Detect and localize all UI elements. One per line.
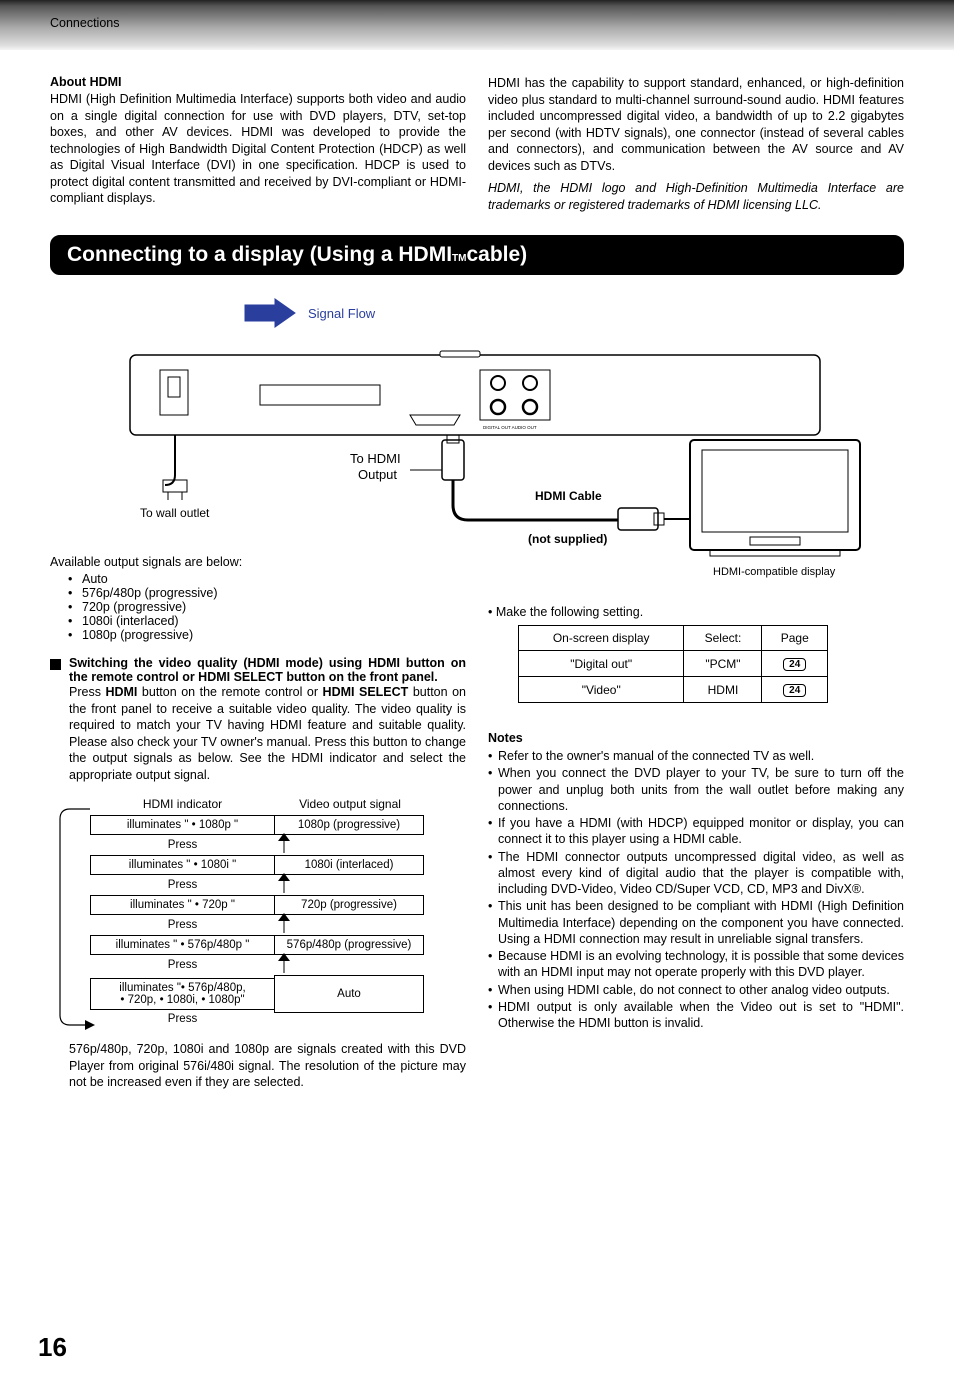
flow-row: illuminates " • 1080p " 1080p (progressi… bbox=[90, 815, 466, 835]
hdmi-cable-label: HDMI Cable bbox=[535, 489, 602, 503]
settings-select: "PCM" bbox=[684, 651, 762, 677]
intro-right: HDMI has the capability to support stand… bbox=[488, 75, 904, 213]
flow-col2: Video output signal bbox=[275, 797, 425, 811]
page-content: About HDMI HDMI (High Definition Multime… bbox=[0, 50, 954, 1121]
lower-left-col: Available output signals are below: Auto… bbox=[50, 585, 466, 1091]
header-banner: Connections bbox=[0, 0, 954, 50]
settings-select: HDMI bbox=[684, 677, 762, 703]
note-item: The HDMI connector outputs uncompressed … bbox=[488, 849, 904, 898]
flow-indicator: illuminates " • 1080i " bbox=[90, 855, 275, 875]
down-arrow-icon bbox=[274, 955, 424, 975]
about-hdmi-left-para: HDMI (High Definition Multimedia Interfa… bbox=[50, 91, 466, 207]
flow-footnote: 576p/480p, 720p, 1080i and 1080p are sig… bbox=[69, 1041, 466, 1091]
flow-video: 1080p (progressive) bbox=[274, 815, 424, 835]
note-item: When using HDMI cable, do not connect to… bbox=[488, 982, 904, 998]
not-supplied-label: (not supplied) bbox=[528, 532, 607, 546]
settings-header: On-screen display bbox=[519, 626, 684, 651]
flow-row: illuminates "• 576p/480p, • 720p, • 1080… bbox=[90, 975, 466, 1013]
down-arrow-icon bbox=[274, 835, 424, 855]
flow-press-row: Press bbox=[90, 955, 466, 975]
switching-heading-row: Switching the video quality (HDMI mode) … bbox=[50, 656, 466, 684]
lower-right-col: Make the following setting. On-screen di… bbox=[488, 585, 904, 1091]
flow-row: illuminates " • 720p " 720p (progressive… bbox=[90, 895, 466, 915]
intro-left: About HDMI HDMI (High Definition Multime… bbox=[50, 75, 466, 213]
square-bullet-icon bbox=[50, 659, 61, 670]
flow-press-label: Press bbox=[90, 959, 275, 971]
flow-row: illuminates " • 1080i " 1080i (interlace… bbox=[90, 855, 466, 875]
section-title-tm: TM bbox=[452, 253, 466, 264]
down-arrow-icon bbox=[274, 915, 424, 935]
flow-col1: HDMI indicator bbox=[90, 797, 275, 811]
settings-page: 24 bbox=[762, 677, 828, 703]
about-hdmi-heading: About HDMI bbox=[50, 75, 466, 89]
flow-press-label: Press bbox=[90, 879, 275, 891]
loop-arrow-icon bbox=[55, 805, 95, 1030]
flow-press-label: Press bbox=[90, 919, 275, 931]
signal-flow-label: Signal Flow bbox=[308, 306, 376, 321]
flow-headers: HDMI indicator Video output signal bbox=[90, 797, 466, 811]
section-title-post: cable) bbox=[466, 243, 527, 267]
settings-header: Select: bbox=[684, 626, 762, 651]
note-item: When you connect the DVD player to your … bbox=[488, 765, 904, 814]
to-wall-outlet-label: To wall outlet bbox=[140, 506, 210, 520]
page-ref-badge: 24 bbox=[783, 658, 806, 671]
notes-heading: Notes bbox=[488, 731, 904, 745]
settings-table: On-screen display Select: Page "Digital … bbox=[518, 625, 828, 703]
notes-list: Refer to the owner's manual of the conne… bbox=[488, 748, 904, 1031]
down-arrow-icon bbox=[274, 875, 424, 895]
switching-heading: Switching the video quality (HDMI mode) … bbox=[69, 656, 466, 684]
display-caption: HDMI-compatible display bbox=[713, 566, 836, 578]
lower-columns: Available output signals are below: Auto… bbox=[50, 585, 904, 1091]
settings-osd: "Digital out" bbox=[519, 651, 684, 677]
signal-item: 1080p (progressive) bbox=[68, 628, 466, 642]
table-row: "Digital out" "PCM" 24 bbox=[519, 651, 828, 677]
flow-video: Auto bbox=[274, 975, 424, 1013]
about-hdmi-right-para: HDMI has the capability to support stand… bbox=[488, 75, 904, 174]
signal-item: 576p/480p (progressive) bbox=[68, 586, 466, 600]
breadcrumb: Connections bbox=[50, 16, 120, 30]
flow-press-row: Press bbox=[90, 835, 466, 855]
flow-video: 720p (progressive) bbox=[274, 895, 424, 915]
flow-indicator: illuminates "• 576p/480p, • 720p, • 1080… bbox=[90, 978, 275, 1010]
flow-row: illuminates " • 576p/480p " 576p/480p (p… bbox=[90, 935, 466, 955]
switching-body: Press HDMI button on the remote control … bbox=[69, 684, 466, 783]
note-item: Because HDMI is an evolving technology, … bbox=[488, 948, 904, 981]
signal-item: 1080i (interlaced) bbox=[68, 614, 466, 628]
section-title-box: Connecting to a display (Using a HDMI TM… bbox=[50, 235, 904, 275]
flow-indicator: illuminates " • 1080p " bbox=[90, 815, 275, 835]
note-item: This unit has been designed to be compli… bbox=[488, 898, 904, 947]
settings-page: 24 bbox=[762, 651, 828, 677]
svg-text:DIGITAL OUT AUDIO OUT: DIGITAL OUT AUDIO OUT bbox=[483, 425, 537, 430]
page-ref-badge: 24 bbox=[783, 684, 806, 697]
flow-indicator: illuminates " • 576p/480p " bbox=[90, 935, 275, 955]
settings-note: Make the following setting. bbox=[488, 605, 904, 619]
settings-header: Page bbox=[762, 626, 828, 651]
hdmi-indicator-flow: HDMI indicator Video output signal illum… bbox=[50, 797, 466, 1025]
connection-diagram: Signal Flow DIGITAL OUT AUDIO OUT bbox=[50, 285, 904, 585]
signal-item: 720p (progressive) bbox=[68, 600, 466, 614]
section-title-pre: Connecting to a display (Using a HDMI bbox=[67, 243, 452, 267]
flow-video: 576p/480p (progressive) bbox=[274, 935, 424, 955]
note-item: Refer to the owner's manual of the conne… bbox=[488, 748, 904, 764]
to-hdmi-label-2: Output bbox=[358, 467, 397, 482]
table-row: "Video" HDMI 24 bbox=[519, 677, 828, 703]
intro-columns: About HDMI HDMI (High Definition Multime… bbox=[50, 75, 904, 213]
table-row: On-screen display Select: Page bbox=[519, 626, 828, 651]
note-item: If you have a HDMI (with HDCP) equipped … bbox=[488, 815, 904, 848]
flow-video: 1080i (interlaced) bbox=[274, 855, 424, 875]
flow-indicator: illuminates " • 720p " bbox=[90, 895, 275, 915]
flow-press-label: Press bbox=[90, 839, 275, 851]
flow-final-press: Press bbox=[90, 1013, 275, 1025]
settings-osd: "Video" bbox=[519, 677, 684, 703]
page-number: 16 bbox=[38, 1332, 67, 1363]
to-hdmi-label-1: To HDMI bbox=[350, 451, 401, 466]
note-item: HDMI output is only available when the V… bbox=[488, 999, 904, 1032]
hdmi-trademark-note: HDMI, the HDMI logo and High-Definition … bbox=[488, 180, 904, 213]
flow-press-row: Press bbox=[90, 915, 466, 935]
flow-press-row: Press bbox=[90, 875, 466, 895]
